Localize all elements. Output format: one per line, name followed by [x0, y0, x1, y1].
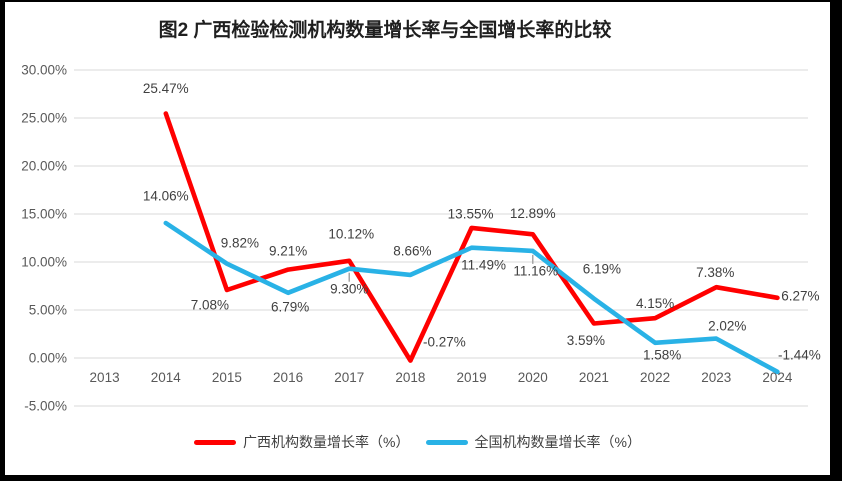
data-label-guangxi: 7.08% [191, 298, 229, 313]
y-axis-tick-label: 15.00% [21, 207, 67, 222]
series-line-national [163, 220, 780, 375]
data-label-national: 8.66% [393, 244, 431, 259]
data-label-guangxi: 25.47% [143, 81, 189, 96]
data-label-guangxi: 3.59% [567, 333, 605, 348]
x-axis-tick-label: 2018 [395, 370, 425, 385]
data-label-guangxi: 7.38% [696, 265, 734, 280]
x-axis-tick-label: 2023 [701, 370, 731, 385]
series-line-guangxi [163, 111, 780, 363]
chart-title: 图2 广西检验检测机构数量增长率与全国增长率的比较 [158, 20, 612, 41]
frame-border-bottom [0, 475, 842, 481]
data-label-national: 11.49% [461, 257, 506, 272]
data-label-national: 9.82% [221, 235, 259, 250]
data-label-national: -1.44% [778, 348, 821, 363]
x-axis-tick-label: 2019 [457, 370, 487, 385]
x-axis-tick-label: 2015 [212, 370, 242, 385]
frame-border-left [0, 0, 5, 481]
x-axis-tick-label: 2022 [640, 370, 670, 385]
x-axis-tick-label: 2020 [518, 370, 548, 385]
frame-border-top [0, 0, 842, 2]
data-label-national: 1.58% [643, 348, 681, 363]
data-label-guangxi: 12.89% [510, 206, 556, 221]
y-axis-tick-label: 10.00% [21, 255, 67, 270]
legend-label-guangxi: 广西机构数量增长率（%） [243, 434, 410, 450]
legend: 广西机构数量增长率（%） 全国机构数量增长率（%） [5, 432, 830, 452]
x-axis-tick-label: 2013 [90, 370, 120, 385]
y-axis-tick-label: -5.00% [24, 399, 67, 414]
y-axis-tick-label: 30.00% [21, 63, 67, 78]
legend-swatch-red-line [194, 439, 237, 445]
legend-item-guangxi: 广西机构数量增长率（%） [194, 432, 410, 452]
data-label-national: 6.79% [271, 300, 309, 315]
data-label-guangxi: 13.55% [448, 207, 494, 222]
data-label-guangxi: 4.15% [636, 296, 674, 311]
data-label-national: 14.06% [143, 189, 189, 204]
data-label-national: 2.02% [708, 318, 746, 333]
x-axis-tick-label: 2017 [334, 370, 364, 385]
data-label-national: 6.19% [583, 261, 621, 276]
x-axis-tick-label: 2016 [273, 370, 303, 385]
data-label-guangxi: 9.21% [269, 243, 307, 258]
x-axis-tick-label: 2014 [151, 370, 182, 385]
legend-swatch-blue-line [425, 439, 468, 445]
data-label-guangxi: 6.27% [781, 289, 819, 304]
x-axis-tick-label: 2021 [579, 370, 609, 385]
data-label-national: 11.16% [513, 264, 558, 279]
y-axis-tick-label: 5.00% [29, 303, 67, 318]
frame-border-right [830, 0, 842, 481]
legend-item-national: 全国机构数量增长率（%） [425, 432, 641, 452]
x-axis-tick-label: 2024 [762, 370, 793, 385]
data-label-guangxi: 10.12% [328, 227, 374, 242]
y-axis-tick-label: 0.00% [29, 351, 67, 366]
y-axis-tick-label: 25.00% [21, 111, 67, 126]
data-label-national: 9.30% [330, 281, 368, 296]
y-axis-tick-label: 20.00% [21, 159, 67, 174]
data-label-guangxi: -0.27% [423, 334, 466, 349]
legend-label-national: 全国机构数量增长率（%） [474, 434, 641, 450]
